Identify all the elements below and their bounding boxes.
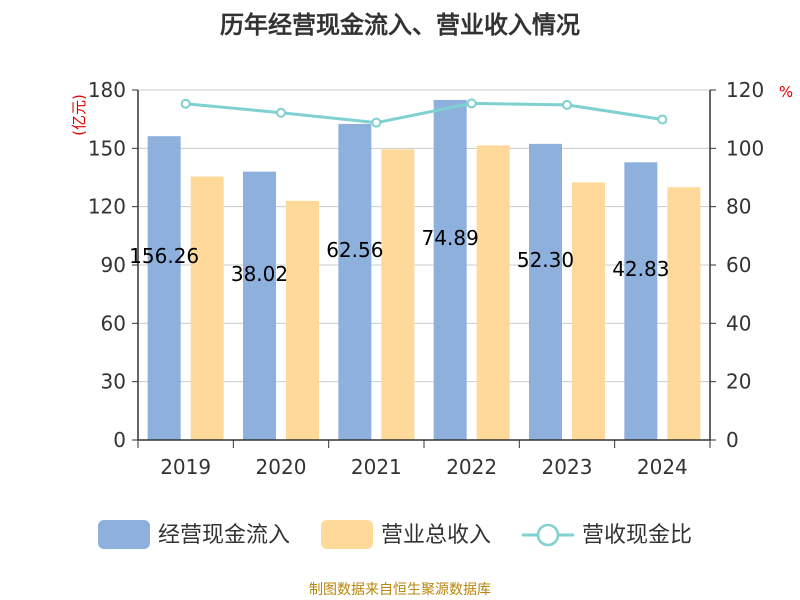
left-axis-tick-label: 60 [101,311,126,335]
legend: 经营现金流入 营业总收入 营收现金比 [98,520,692,549]
legend-swatch-cash-inflow [98,520,150,549]
data-label: 38.02 [231,262,288,286]
right-axis-tick-label: 40 [726,311,751,335]
ratio-point [180,98,191,109]
x-axis-tick-label: 2023 [542,455,593,479]
left-axis-tick-label: 180 [88,78,126,102]
bar-revenue [476,145,510,440]
right-axis-tick-label: 100 [726,136,764,160]
bar-revenue [286,200,319,440]
legend-label-revenue: 营业总收入 [381,523,491,548]
legend-label-cash-inflow: 经营现金流入 [158,523,290,548]
ratio-series-line [185,101,663,125]
legend-label-ratio: 营收现金比 [582,523,692,548]
bar-cash-inflow [529,143,562,440]
right-axis-tick-label: 0 [726,428,739,452]
x-axis-tick-label: 2020 [256,455,307,479]
bar-revenue [667,187,701,440]
bar-cash-inflow [624,162,658,440]
right-axis-tick-label: 120 [726,78,764,102]
legend-marker-ratio [536,523,560,547]
legend-swatch-revenue [321,520,373,549]
left-axis-tick-label: 30 [101,370,126,394]
bar-revenue [381,149,415,441]
data-label: 42.83 [612,257,669,281]
left-axis-tick-label: 120 [88,195,126,219]
bars [147,99,701,441]
bar-cash-inflow [433,99,467,441]
bar-cash-inflow [243,171,276,440]
bar-revenue [190,176,224,440]
chart-title: 历年经营现金流入、营业收入情况 [220,11,580,39]
left-axis-tick-label: 90 [101,253,126,277]
x-axis-tick-label: 2021 [351,455,402,479]
data-label: 62.56 [326,238,383,262]
x-axis-tick-label: 2024 [637,455,688,479]
left-axis-unit: (亿元) [70,94,88,136]
bar-cash-inflow [147,136,181,440]
ratio-point [657,114,668,125]
data-labels: 156.26 38.02 62.56 74.89 52.30 42.83 [129,226,669,286]
ratio-point [371,117,382,128]
x-axis-tick-label: 2022 [446,455,497,479]
right-axis-tick-label: 20 [726,370,751,394]
ratio-point [562,99,572,110]
data-label: 156.26 [129,244,199,268]
ratio-point [466,98,477,109]
left-axis-tick-label: 150 [88,136,126,160]
right-axis-unit: % [779,83,793,101]
data-label: 52.30 [517,248,574,272]
bar-revenue [572,182,605,440]
right-axis-tick-label: 60 [726,253,751,277]
source-note: 制图数据来自恒生聚源数据库 [309,582,491,598]
bar-cash-inflow [338,123,372,441]
left-axis-tick-label: 0 [113,428,126,452]
gridlines [138,89,710,383]
ratio-line [180,98,668,128]
right-axis-tick-label: 80 [726,195,751,219]
axes: 0 30 60 90 120 150 180 0 20 40 60 80 100 120 2019 2020 2… [88,78,764,479]
x-axis-tick-label: 2019 [160,455,211,479]
data-label: 74.89 [422,226,479,250]
ratio-point [276,107,286,118]
